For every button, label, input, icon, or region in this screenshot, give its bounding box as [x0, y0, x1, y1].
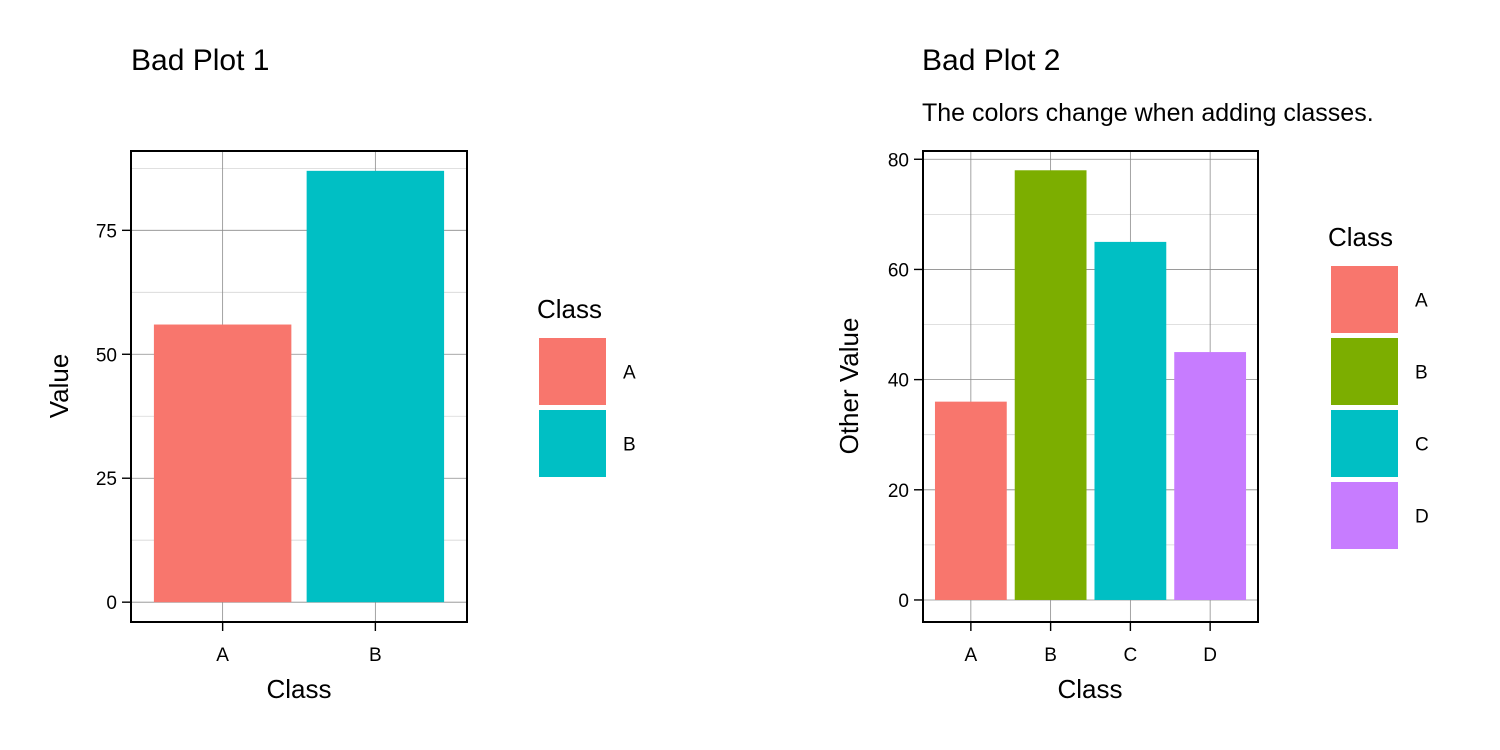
- chart-1-y-axis: 0 25 50 75: [96, 221, 131, 614]
- y-tick-label: 75: [96, 221, 117, 242]
- bar-a: [934, 401, 1007, 600]
- legend-swatch-d: [1331, 482, 1398, 549]
- x-tick-label: A: [216, 645, 229, 666]
- chart-2-title: Bad Plot 2: [922, 44, 1060, 77]
- chart-2-legend-title: Class: [1328, 222, 1393, 252]
- y-tick-label: 20: [888, 481, 909, 502]
- y-tick-label: 0: [898, 591, 909, 612]
- bar-a: [153, 324, 292, 603]
- chart-1-x-axis-title: Class: [266, 674, 331, 704]
- chart-2-y-axis: 0 20 40 60 80: [888, 150, 923, 612]
- chart-2-y-axis-title: Other Value: [834, 318, 864, 455]
- y-tick-label: 50: [96, 345, 117, 366]
- chart-2: Bad Plot 2 The colors change when adding…: [834, 44, 1429, 704]
- chart-1-legend-title: Class: [537, 294, 602, 324]
- y-tick-label: 60: [888, 260, 909, 281]
- bar-c: [1094, 241, 1167, 600]
- legend-label: B: [1415, 363, 1428, 384]
- chart-1-y-axis-title: Value: [44, 354, 74, 419]
- x-tick-label: B: [1044, 645, 1057, 666]
- y-tick-label: 80: [888, 150, 909, 171]
- x-tick-label: D: [1203, 645, 1217, 666]
- x-tick-label: A: [965, 645, 978, 666]
- chart-1-panel-border: [130, 150, 468, 623]
- chart-2-x-axis-title: Class: [1057, 674, 1122, 704]
- chart-2-legend: A B C D: [1331, 266, 1429, 549]
- legend-swatch-b: [539, 410, 606, 477]
- legend-label: A: [1415, 291, 1428, 312]
- legend-label: B: [623, 435, 636, 456]
- legend-swatch-a: [1331, 266, 1398, 333]
- legend-swatch-a: [539, 338, 606, 405]
- x-tick-label: B: [369, 645, 382, 666]
- y-tick-label: 0: [106, 593, 117, 614]
- legend-label: D: [1415, 507, 1429, 528]
- y-tick-label: 40: [888, 371, 909, 392]
- chart-2-subtitle: The colors change when adding classes.: [922, 99, 1374, 127]
- chart-2-panel-border: [922, 150, 1259, 623]
- legend-swatch-c: [1331, 410, 1398, 477]
- chart-1-legend: AB: [539, 338, 636, 477]
- legend-label: C: [1415, 435, 1429, 456]
- chart-1-bars: [153, 170, 445, 603]
- chart-2-bars: [934, 170, 1247, 600]
- bar-b: [1014, 170, 1087, 600]
- bar-d: [1174, 352, 1247, 600]
- x-tick-label: C: [1124, 645, 1138, 666]
- legend-swatch-b: [1331, 338, 1398, 405]
- chart-2-x-axis: A B C D: [965, 622, 1217, 666]
- bar-b: [306, 170, 445, 603]
- y-tick-label: 25: [96, 469, 117, 490]
- chart-1-title: Bad Plot 1: [131, 44, 269, 77]
- legend-label: A: [623, 363, 636, 384]
